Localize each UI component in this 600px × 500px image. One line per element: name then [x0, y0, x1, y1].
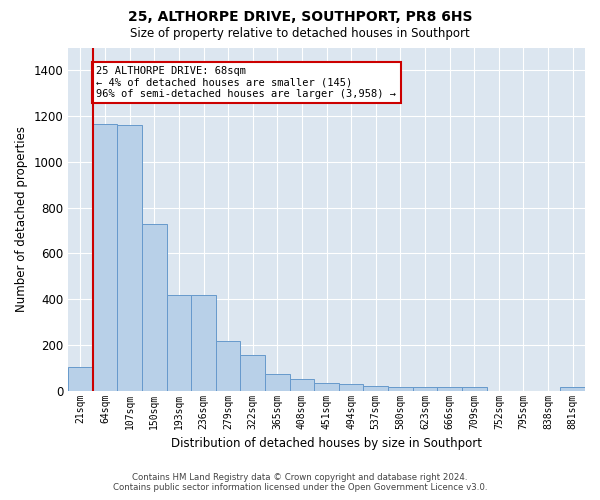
Bar [364, 386, 388, 390]
Bar [216, 341, 241, 390]
X-axis label: Distribution of detached houses by size in Southport: Distribution of detached houses by size … [171, 437, 482, 450]
Bar [437, 387, 462, 390]
Text: 25 ALTHORPE DRIVE: 68sqm
← 4% of detached houses are smaller (145)
96% of semi-d: 25 ALTHORPE DRIVE: 68sqm ← 4% of detache… [97, 66, 397, 99]
Text: 25, ALTHORPE DRIVE, SOUTHPORT, PR8 6HS: 25, ALTHORPE DRIVE, SOUTHPORT, PR8 6HS [128, 10, 472, 24]
Bar [118, 126, 142, 390]
Text: Contains HM Land Registry data © Crown copyright and database right 2024.
Contai: Contains HM Land Registry data © Crown c… [113, 473, 487, 492]
Bar [413, 387, 437, 390]
Bar [241, 355, 265, 390]
Bar [388, 387, 413, 390]
Bar [191, 294, 216, 390]
Bar [560, 387, 585, 390]
Bar [339, 384, 364, 390]
Bar [68, 366, 93, 390]
Bar [93, 124, 118, 390]
Y-axis label: Number of detached properties: Number of detached properties [15, 126, 28, 312]
Bar [314, 383, 339, 390]
Bar [142, 224, 167, 390]
Bar [167, 294, 191, 390]
Text: Size of property relative to detached houses in Southport: Size of property relative to detached ho… [130, 28, 470, 40]
Bar [290, 379, 314, 390]
Bar [462, 387, 487, 390]
Bar [265, 374, 290, 390]
